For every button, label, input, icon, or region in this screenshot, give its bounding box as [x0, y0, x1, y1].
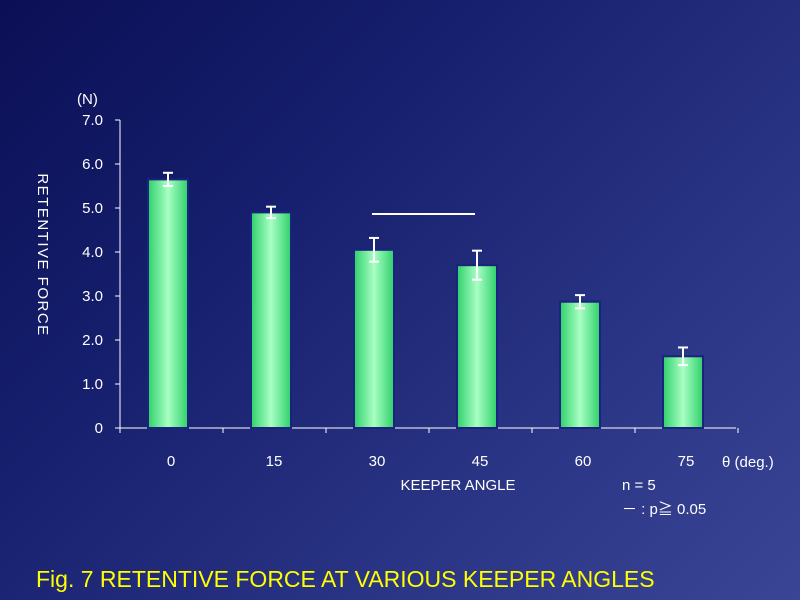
- statistics-note: － : p≧ 0.05: [622, 501, 706, 518]
- y-tick-label: 5.0: [82, 200, 103, 217]
- bars: [147, 178, 704, 430]
- bar: [147, 178, 189, 429]
- bar: [662, 355, 704, 429]
- bar: [353, 248, 395, 429]
- statistics-note: n = 5: [622, 477, 656, 494]
- y-unit-label: (N): [77, 91, 98, 108]
- axis-labels: 0 1.0 2.0 3.0 4.0 5.0 6.0 7.0 0 15 30 45 60 75 (N) RETE…: [34, 91, 774, 518]
- x-tick-label: 30: [369, 453, 386, 470]
- y-tick-label: 7.0: [82, 112, 103, 129]
- x-tick-label: 15: [266, 453, 283, 470]
- error-bars: [163, 171, 688, 367]
- x-tick-label: 0: [167, 453, 175, 470]
- y-tick-label: 6.0: [82, 156, 103, 173]
- y-tick-label: 1.0: [82, 376, 103, 393]
- x-tick-label: 45: [472, 453, 489, 470]
- y-tick-label: 4.0: [82, 244, 103, 261]
- bar: [250, 211, 292, 429]
- x-tick-label: 75: [678, 453, 695, 470]
- y-tick-label: 0: [95, 420, 103, 437]
- x-unit-label: θ (deg.): [722, 454, 774, 471]
- y-axis-title: RETENTIVE FORCE: [34, 173, 51, 336]
- bar: [559, 300, 601, 429]
- figure-caption: Fig. 7 RETENTIVE FORCE AT VARIOUS KEEPER…: [36, 566, 655, 592]
- x-tick-label: 60: [575, 453, 592, 470]
- y-tick-label: 2.0: [82, 332, 103, 349]
- y-tick-label: 3.0: [82, 288, 103, 305]
- x-axis-title: KEEPER ANGLE: [400, 477, 515, 494]
- bar: [456, 264, 498, 430]
- axes: [115, 119, 739, 433]
